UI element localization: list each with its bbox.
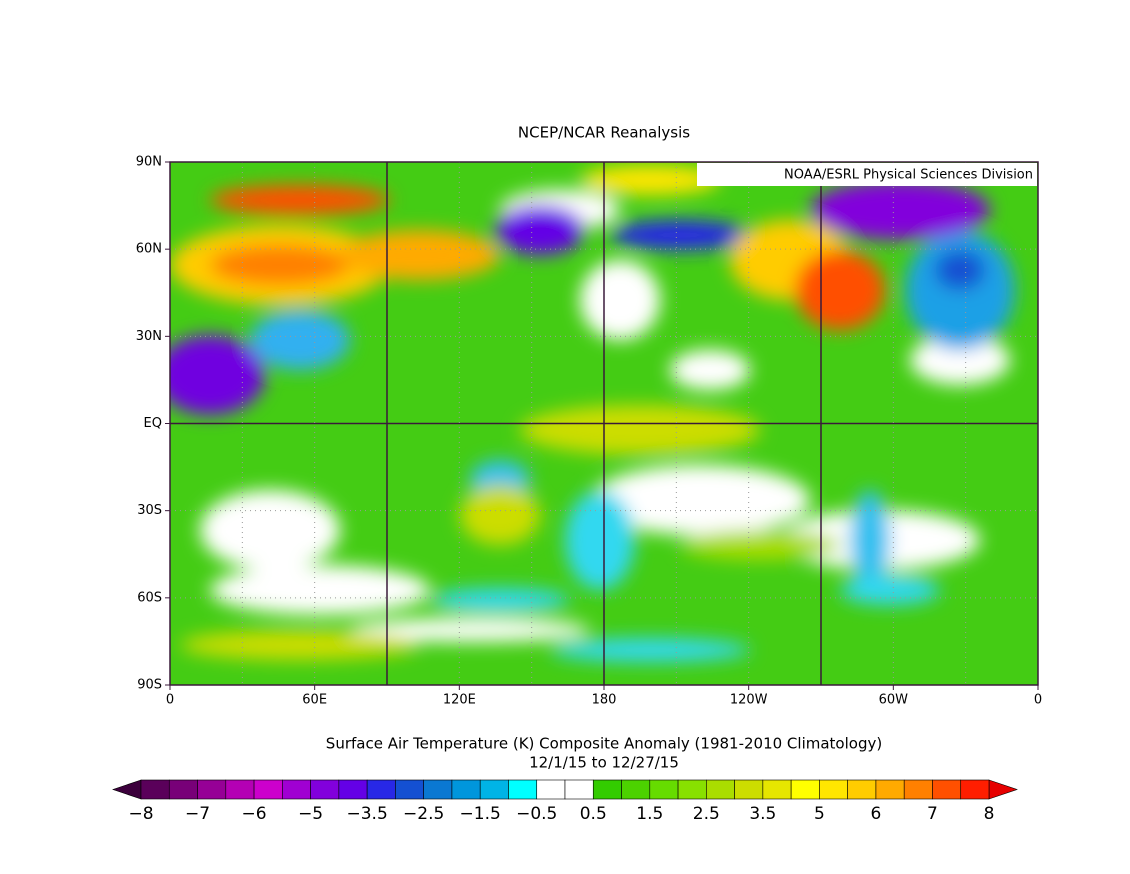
colorbar-box — [479, 779, 509, 800]
colorbar-box — [903, 779, 933, 800]
colorbar-label: 0.5 — [580, 804, 607, 824]
colorbar-box — [536, 779, 566, 800]
colorbar-box — [338, 779, 368, 800]
x-tick-label: 60W — [879, 693, 909, 708]
colorbar-label: 5 — [814, 804, 825, 824]
colorbar-box — [225, 779, 255, 800]
y-tick-label: 60S — [137, 590, 162, 605]
colorbar-label: −6 — [242, 804, 267, 824]
colorbar-box — [451, 779, 481, 800]
x-tick-label: 180 — [592, 693, 617, 708]
x-tick-label: 0 — [1034, 693, 1042, 708]
colorbar-label: 3.5 — [749, 804, 776, 824]
colorbar-label: 2.5 — [693, 804, 720, 824]
y-tick-label: 90S — [137, 678, 162, 693]
colorbar-label: −5 — [298, 804, 323, 824]
caption-line: 12/1/15 to 12/27/15 — [529, 754, 679, 772]
colorbar-box — [790, 779, 820, 800]
colorbar-label: 6 — [871, 804, 882, 824]
graticule — [170, 162, 1038, 685]
colorbar-box — [819, 779, 848, 800]
credit-box — [697, 163, 1037, 186]
colorbar-label: 8 — [984, 804, 995, 824]
x-tick-label: 120W — [730, 693, 768, 708]
colorbar-box — [677, 779, 707, 800]
y-tick-label: 30N — [136, 329, 162, 344]
x-tick-label: 120E — [443, 693, 476, 708]
y-tick-label: EQ — [144, 416, 162, 431]
x-tick-label: 60E — [302, 693, 327, 708]
colorbar-box — [423, 779, 453, 800]
colorbar-label: −8 — [128, 804, 153, 824]
credit: NOAA/ESRL Physical Sciences Division — [784, 168, 1033, 183]
colorbar-box — [564, 779, 594, 800]
colorbar-label: −2.5 — [403, 804, 444, 824]
y-tick-label: 90N — [136, 155, 162, 170]
colorbar-box — [197, 779, 227, 800]
colorbar-under — [112, 779, 142, 800]
colorbar-label: −7 — [185, 804, 210, 824]
colorbar-box — [875, 779, 905, 800]
colorbar-box — [734, 779, 764, 800]
colorbar-over — [988, 779, 1018, 800]
colorbar-box — [282, 779, 311, 800]
colorbar-box — [932, 779, 962, 800]
caption-line: Surface Air Temperature (K) Composite An… — [326, 735, 882, 753]
colorbar-box — [621, 779, 651, 800]
y-tick-label: 60N — [136, 242, 162, 257]
colorbar-label: 1.5 — [636, 804, 663, 824]
colorbar-box — [508, 779, 538, 800]
colorbar-box — [706, 779, 735, 800]
colorbar-label: −1.5 — [460, 804, 501, 824]
colorbar-box — [366, 779, 396, 800]
colorbar-box — [847, 779, 877, 800]
colorbar-box — [592, 779, 622, 800]
colorbar-box — [253, 779, 283, 800]
colorbar-box — [762, 779, 792, 800]
colorbar-box — [649, 779, 679, 800]
colorbar-box — [168, 779, 198, 800]
colorbar-box — [310, 779, 340, 800]
colorbar-label: −3.5 — [346, 804, 387, 824]
title: NCEP/NCAR Reanalysis — [518, 124, 690, 142]
colorbar-box — [960, 779, 990, 800]
colorbar-box — [395, 779, 424, 800]
y-tick-label: 30S — [137, 503, 162, 518]
colorbar-box — [140, 779, 170, 800]
colorbar: −8 −7 −6 −5 −3.5 −2.5 −1.5 −0.5 0.5 1.5 2.5 3.5 5 6 7 8 — [112, 779, 1018, 824]
x-tick-label: 0 — [166, 693, 174, 708]
colorbar-label: 7 — [927, 804, 938, 824]
colorbar-label: −0.5 — [516, 804, 557, 824]
